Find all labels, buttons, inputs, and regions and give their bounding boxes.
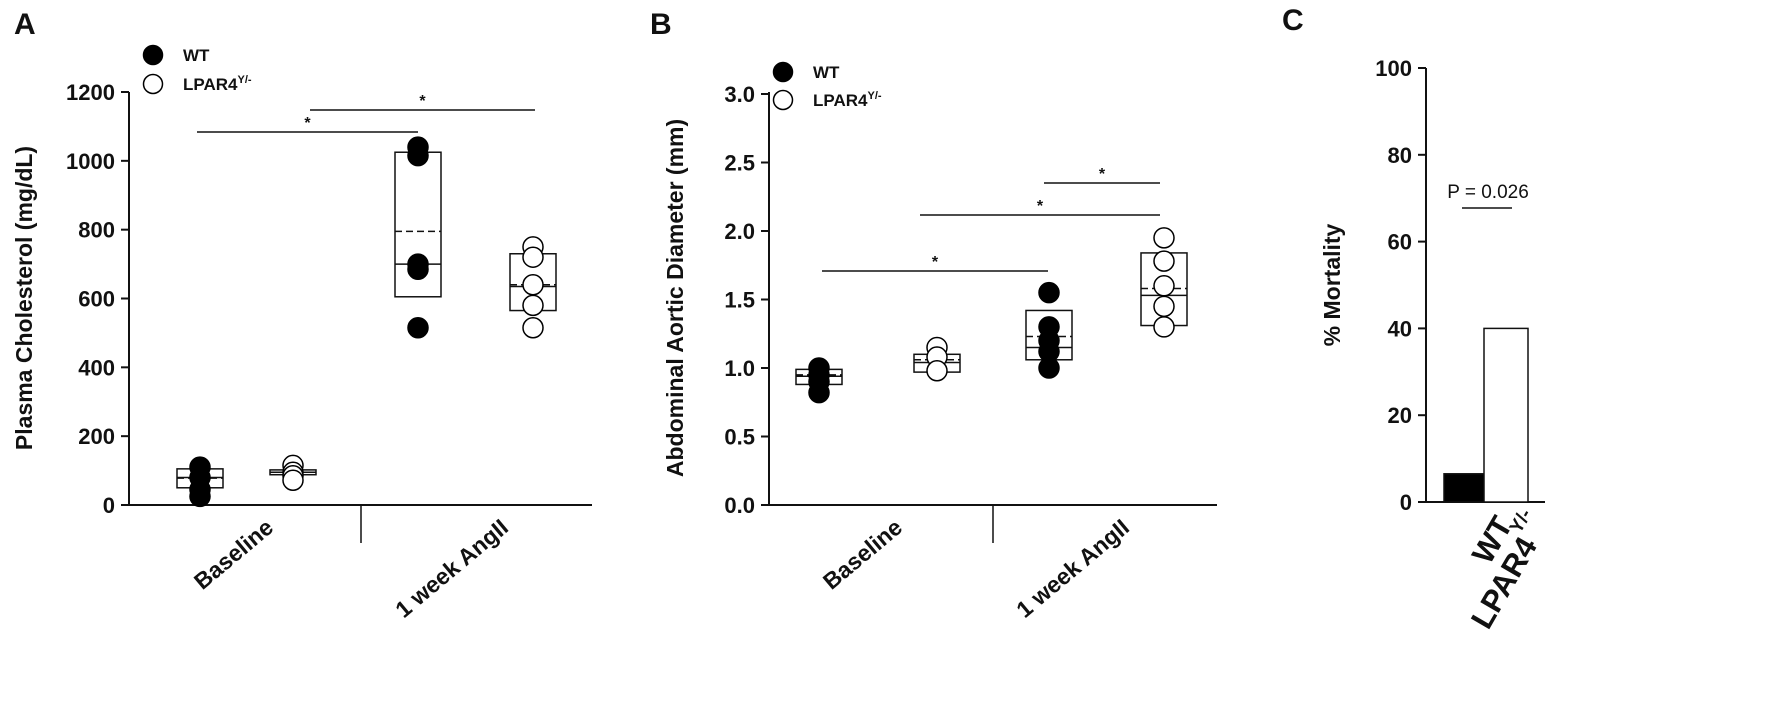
panel-a-y-axis-label: Plasma Cholesterol (mg/dL) [11, 146, 37, 450]
data-point-wt [407, 144, 429, 167]
legend-ko-marker [142, 73, 164, 95]
significance-star: * [1037, 198, 1044, 215]
panel-b-y-axis-label: Abdominal Aortic Diameter (mm) [662, 119, 688, 477]
data-point-lpar4 [522, 317, 544, 339]
y-tick-label: 200 [78, 424, 115, 449]
significance-star: * [932, 254, 939, 271]
y-tick-label: 80 [1388, 143, 1412, 168]
y-tick-label: 0 [1400, 490, 1412, 515]
panel-c-letter: C [1282, 4, 1304, 37]
y-tick-label: 100 [1375, 56, 1412, 81]
legend-ko-marker [772, 89, 794, 111]
chart-marks: 020040060080010001200**0.00.51.01.52.02.… [66, 56, 1529, 518]
data-point-lpar4 [282, 469, 304, 491]
legend-wt-marker [142, 44, 164, 66]
panel-c: C % Mortality WT LPAR4Y/- P = 0.026 [1282, 4, 1556, 635]
y-tick-label: 0.0 [724, 493, 755, 518]
legend-wt-label: WT [813, 63, 840, 82]
panel-a-letter: A [14, 8, 36, 41]
data-point-wt [407, 317, 429, 339]
panel-c-p-value: P = 0.026 [1447, 182, 1529, 203]
y-tick-label: 40 [1388, 316, 1412, 341]
significance-star: * [419, 93, 426, 110]
data-point-wt [407, 258, 429, 280]
y-tick-label: 3.0 [724, 82, 755, 107]
panel-c-category-lpar4: LPAR4Y/- [1456, 505, 1556, 634]
y-tick-label: 400 [78, 355, 115, 380]
data-point-lpar4 [926, 359, 948, 382]
data-point-wt [1038, 281, 1060, 304]
y-tick-label: 2.0 [724, 219, 755, 244]
bar-wt [1443, 473, 1489, 503]
y-tick-label: 1000 [66, 149, 115, 174]
data-point-lpar4 [1153, 295, 1175, 318]
y-tick-label: 1.0 [724, 356, 755, 381]
panel-c-y-axis-label: % Mortality [1319, 223, 1345, 346]
data-point-lpar4 [1153, 275, 1175, 297]
legend-ko-label: LPAR4Y/- [183, 74, 252, 94]
significance-star: * [1099, 166, 1106, 183]
data-point-wt [1038, 357, 1060, 379]
y-tick-label: 1200 [66, 80, 115, 105]
panel-a-category-angii: 1 week AngII [390, 514, 513, 623]
y-tick-label: 800 [78, 218, 115, 243]
panel-b-category-angii: 1 week AngII [1011, 514, 1134, 623]
data-point-lpar4 [522, 273, 544, 296]
bar-lpar4 [1483, 327, 1529, 503]
y-tick-label: 20 [1388, 403, 1412, 428]
y-tick-label: 600 [78, 287, 115, 312]
panel-b-legend: WT LPAR4Y/- [772, 61, 882, 111]
legend-ko-label: LPAR4Y/- [813, 90, 882, 110]
panel-a-category-baseline: Baseline [189, 514, 278, 595]
legend-wt-label: WT [183, 46, 210, 65]
data-point-wt [189, 485, 211, 508]
data-point-wt [808, 381, 830, 404]
data-point-lpar4 [1153, 316, 1175, 338]
y-tick-label: 2.5 [724, 151, 755, 176]
y-tick-label: 1.5 [724, 288, 755, 313]
legend-wt-marker [772, 61, 794, 83]
y-tick-label: 0 [103, 493, 115, 518]
data-point-lpar4 [1153, 250, 1175, 272]
panel-a-legend: WT LPAR4Y/- [142, 44, 252, 95]
y-tick-label: 0.5 [724, 425, 755, 450]
y-tick-label: 60 [1388, 230, 1412, 255]
significance-star: * [304, 115, 311, 132]
panel-b-category-baseline: Baseline [818, 514, 907, 595]
data-point-lpar4 [522, 246, 544, 268]
data-point-lpar4 [1153, 227, 1175, 249]
data-point-lpar4 [522, 294, 544, 317]
panel-b-letter: B [650, 8, 672, 41]
